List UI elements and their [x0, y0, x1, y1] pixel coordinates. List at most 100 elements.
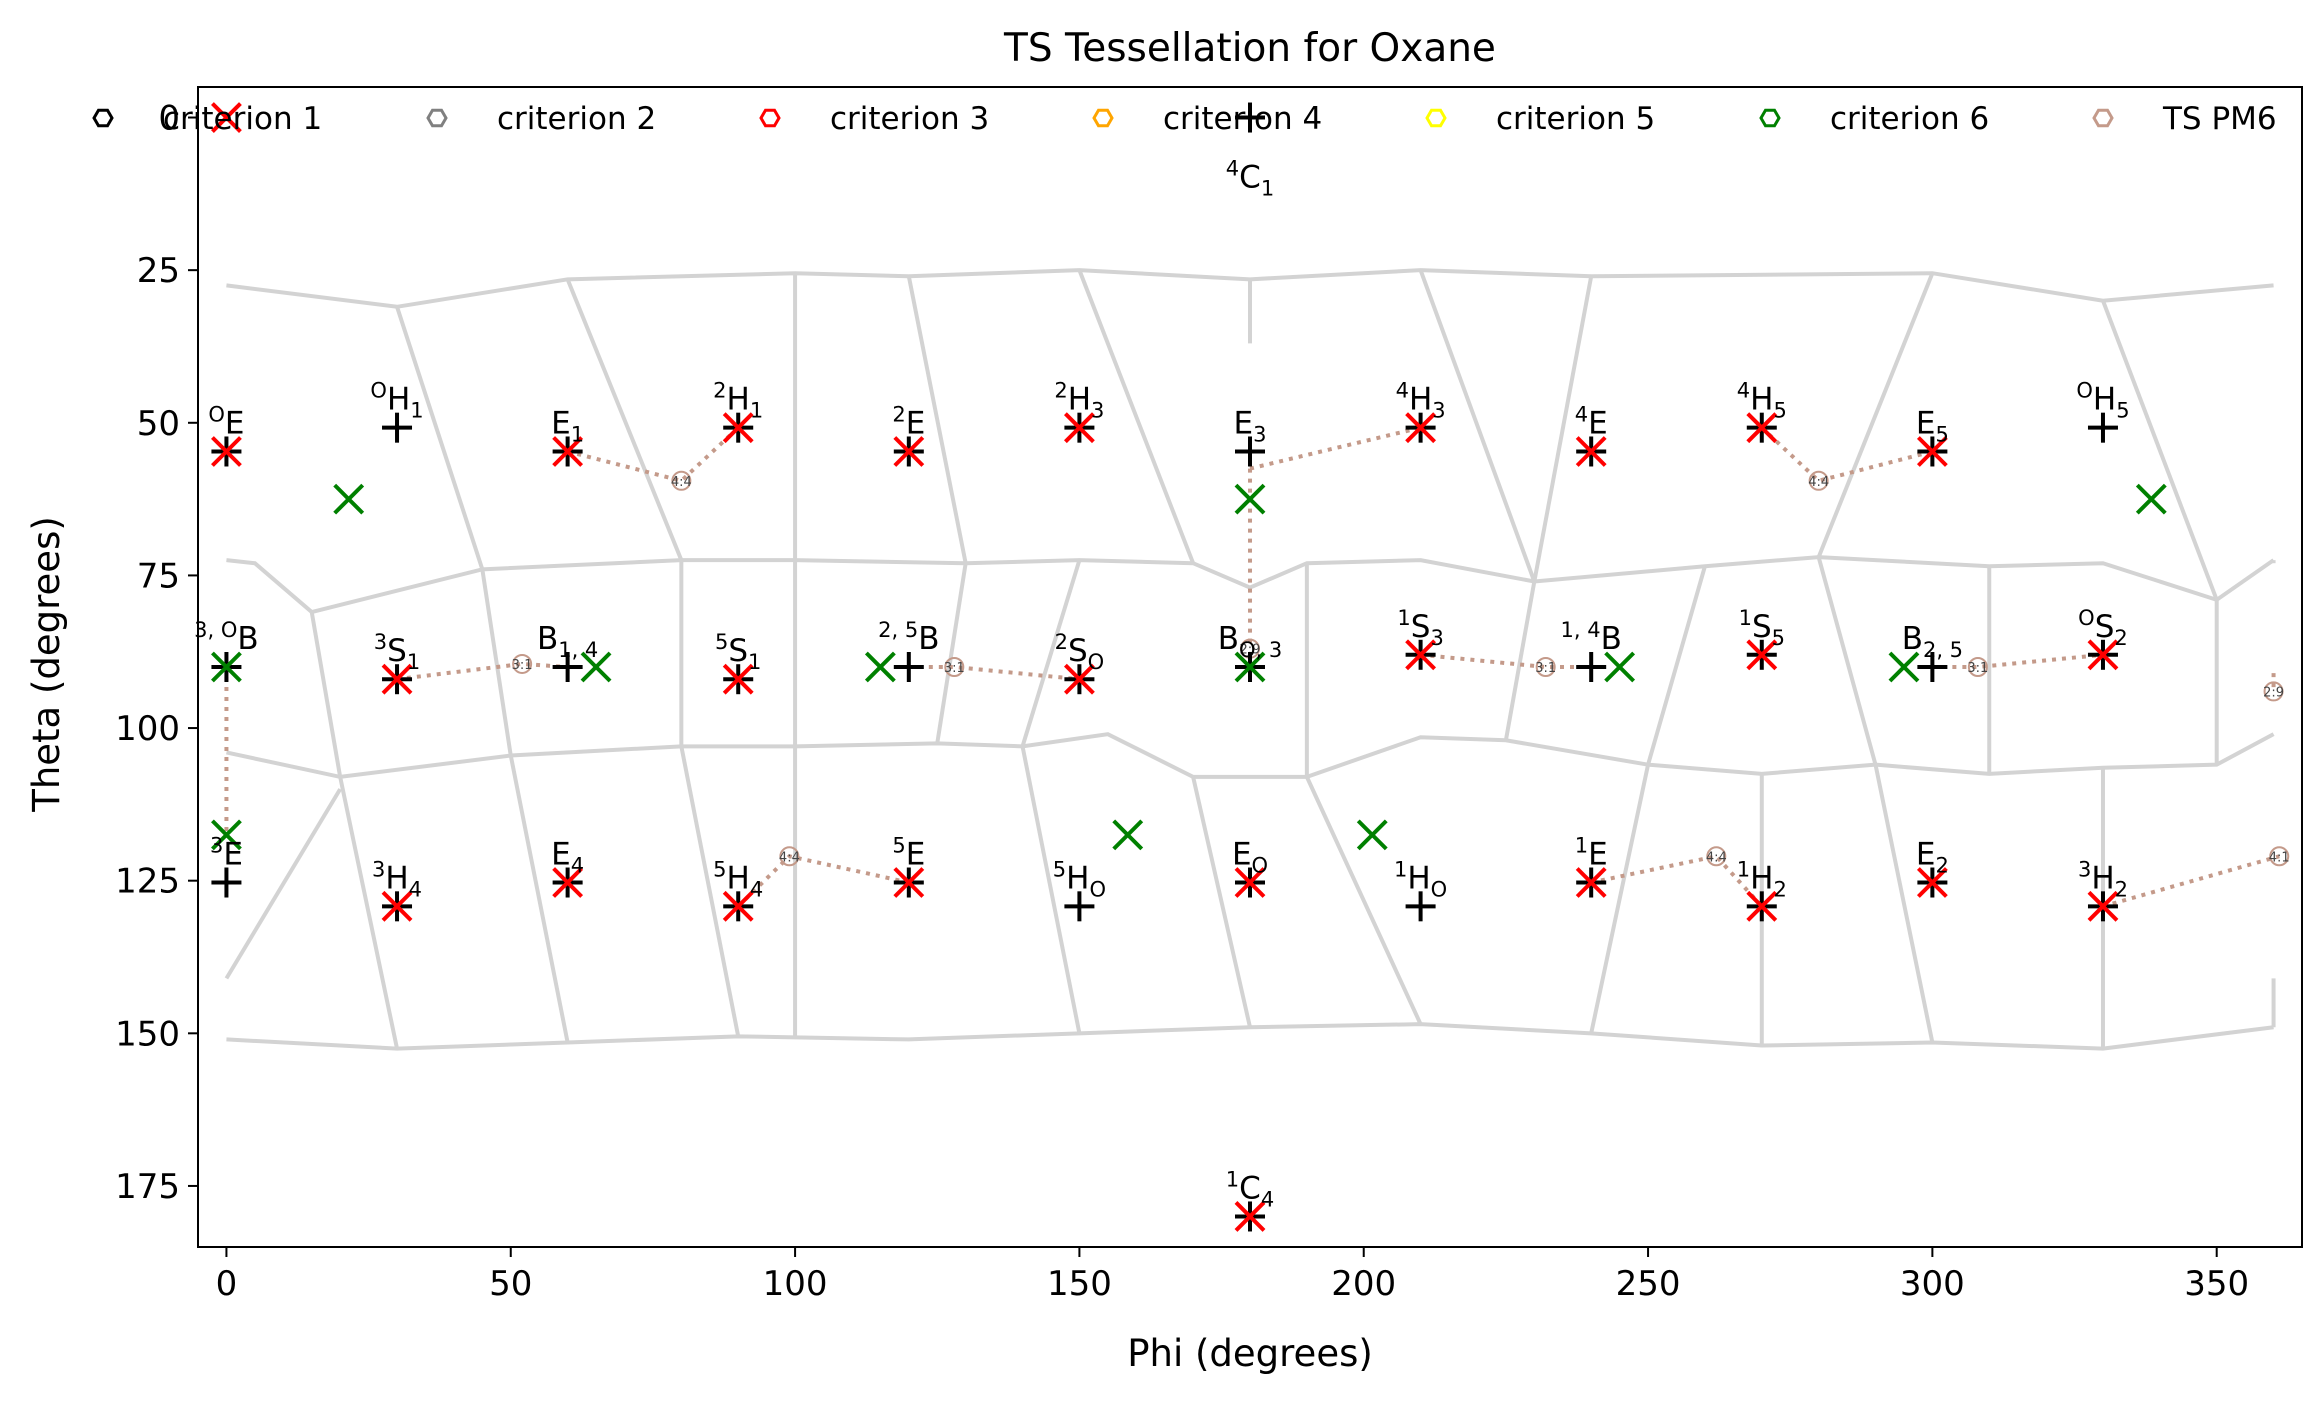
ts-path-vertex: [1706, 846, 1727, 867]
conformer-label: E1: [551, 405, 584, 446]
criterion3-marker: [1575, 436, 1607, 467]
legend-label: criterion 3: [830, 101, 989, 137]
legend-label: criterion 5: [1496, 101, 1655, 137]
ts-path-line: [567, 426, 740, 483]
conformer-label: 1S5: [1739, 606, 1785, 650]
legend-label: criterion 4: [1163, 101, 1322, 137]
criterion3-marker: [893, 436, 925, 467]
conformer-label: 3E: [210, 834, 243, 873]
criterion6-marker: [211, 819, 242, 851]
conformer-label: E5: [1916, 405, 1949, 446]
legend-label: criterion 1: [163, 101, 322, 137]
ts-path-label: 4:4: [671, 475, 692, 490]
ts-path-label: 2:9: [2263, 685, 2284, 700]
criterion3-marker: [722, 890, 754, 922]
criterion3-marker: [1405, 412, 1437, 444]
tessellation-edge: [1191, 776, 1252, 1028]
legend-marker-icon: [1425, 108, 1447, 128]
criterion6-marker: [333, 483, 365, 515]
reference-plus-marker: [1235, 102, 1265, 133]
tessellation-edge: [1418, 269, 1537, 583]
conformer-label: BO, 3: [1218, 621, 1283, 662]
reference-plus-marker: [1064, 891, 1095, 922]
criterion3-marker: [1405, 639, 1437, 671]
ts-path-label: 4:4: [1808, 475, 1829, 490]
criterion6-marker: [580, 651, 612, 683]
conformer-label: E2: [1916, 837, 1949, 878]
reference-plus-marker: [552, 652, 583, 682]
criterion3-marker: [1746, 412, 1778, 444]
tessellation-edge: [1816, 556, 1878, 766]
ts-path-vertex: [944, 657, 965, 677]
reference-plus-marker: [1576, 652, 1607, 682]
conformer-label: EO: [1232, 837, 1268, 878]
criterion3-marker: [1575, 867, 1607, 898]
tessellation-edge: [1020, 559, 1082, 747]
conformer-label: 3, OB: [194, 618, 259, 657]
chart-title: TS Tessellation for Oxane: [1003, 26, 1496, 71]
legend: criterion 1 criterion 2 criterion 3 criteri…: [92, 101, 2277, 137]
criterion3-marker: [1234, 1201, 1266, 1232]
ts-path-line: [396, 661, 568, 682]
criterion6-marker: [1234, 483, 1266, 515]
legend-marker-icon: [426, 108, 448, 128]
ts-path-vertex: [2263, 681, 2284, 702]
legend-marker-icon: [759, 108, 781, 128]
tessellation-edge: [226, 555, 2275, 615]
criterion6-marker: [211, 651, 242, 683]
conformer-label: B1, 4: [537, 621, 598, 662]
criterion3-marker: [381, 663, 413, 695]
conformer-label: OH1: [370, 379, 423, 423]
tessellation-edge: [395, 306, 485, 570]
x-axis-label: Phi (degrees): [1127, 1332, 1373, 1375]
tessellation-edge: [2101, 299, 2219, 601]
y-tick-label: 25: [137, 251, 180, 291]
ts-path-line: [1420, 652, 1592, 669]
tessellation-edge: [224, 788, 342, 980]
ts-path-line: [1760, 426, 1933, 483]
ts-path-vertex: [2269, 846, 2290, 867]
criterion6-marker: [1604, 651, 1636, 683]
conformer-label: 4C1: [1226, 157, 1274, 201]
criterion3-marker: [722, 412, 754, 444]
ts-path-label: 4:4: [779, 850, 800, 865]
criterion3-marker: [211, 436, 242, 467]
conformer-label: 3H4: [372, 857, 422, 901]
conformer-label: 2SO: [1055, 630, 1105, 674]
x-tick-label: 150: [1047, 1264, 1112, 1304]
criterion6-marker: [864, 651, 896, 683]
tessellation-edge: [480, 569, 513, 756]
conformer-label: E3: [1234, 405, 1267, 446]
marker-layer: [211, 102, 2167, 1232]
tessellation-edge: [1503, 581, 1537, 741]
tessellation-edge: [1020, 745, 1082, 1034]
ts-path-vertex: [1808, 470, 1829, 491]
reference-plus-marker: [382, 412, 413, 443]
ts-path-line: [1249, 425, 1422, 471]
criterion3-marker: [2087, 639, 2119, 671]
criterion3-marker: [552, 436, 584, 467]
legend-label: criterion 2: [497, 101, 656, 137]
conformer-label: 3H2: [2078, 857, 2128, 901]
criterion3-marker: [1916, 867, 1948, 898]
ts-path-label: 2:9: [1240, 643, 1261, 658]
tessellation-edge: [1589, 764, 1651, 1034]
criterion3-marker: [1063, 412, 1095, 444]
x-tick-label: 350: [2184, 1264, 2249, 1304]
criterion3-marker: [1234, 867, 1266, 898]
plot-frame: [197, 86, 2303, 1248]
y-tick-label: 125: [115, 862, 180, 902]
ts-path-label: 3:1: [944, 661, 965, 676]
tessellation-edge: [1816, 272, 1935, 558]
tessellation-edge: [1873, 764, 1935, 1043]
reference-plus-marker: [1917, 652, 1948, 682]
conformer-label: 1, 4B: [1561, 618, 1622, 657]
criterion6-marker: [1356, 819, 1388, 851]
legend-label: TS PM6: [2162, 101, 2277, 137]
ts-path-line: [1590, 854, 1764, 908]
conformer-label: OE: [208, 402, 244, 441]
ts-path-label: 3:1: [512, 658, 533, 673]
conformer-label: 1E: [1575, 834, 1608, 873]
ts-path-vertex: [1967, 657, 1988, 677]
conformer-label: 1C4: [1226, 1167, 1274, 1211]
